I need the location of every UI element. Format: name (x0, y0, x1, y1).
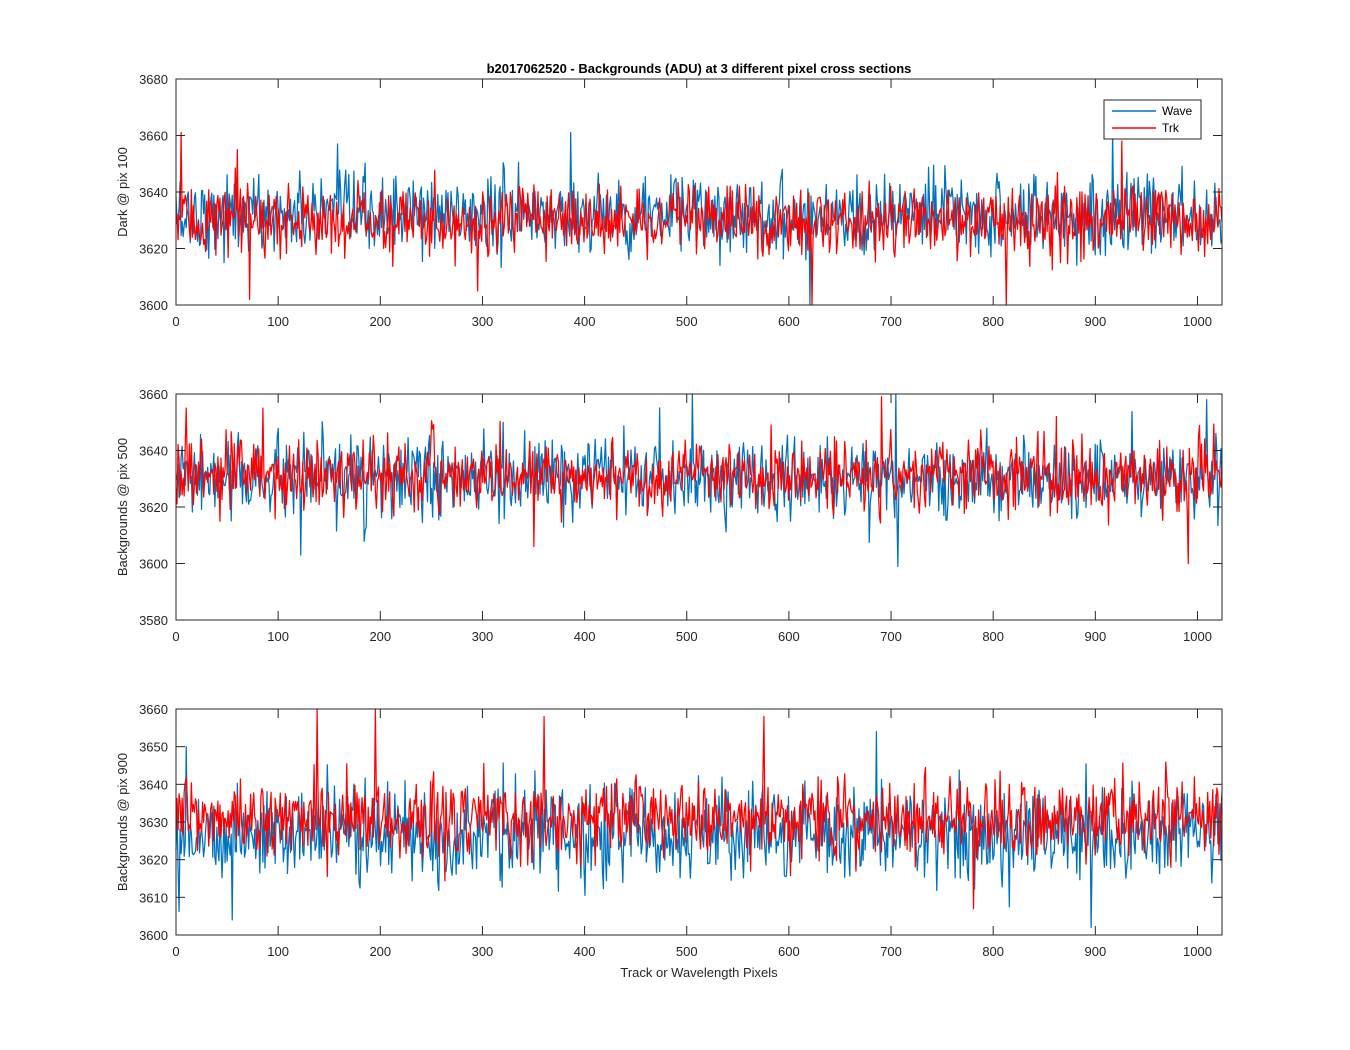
x-tick-label: 900 (1084, 629, 1106, 644)
x-tick-label: 600 (778, 314, 800, 329)
x-tick-label: 100 (267, 314, 289, 329)
panel-dark-pix-100: 0 100 200 300 400 500 600 700 800 900 1000 3600 3620… (115, 61, 1223, 329)
x-tick-label: 200 (369, 629, 391, 644)
x-tick-label: 400 (574, 629, 596, 644)
panel-backgrounds-pix-500: 0 100 200 300 400 500 600 700 800 900 1000 3580 3600… (115, 387, 1223, 644)
legend-trk-label: Trk (1162, 121, 1180, 135)
x-axis-label: Track or Wavelength Pixels (620, 965, 778, 980)
y-tick-label: 3660 (139, 387, 168, 402)
y-tick-label: 3660 (139, 702, 168, 717)
series-line-trk (175, 708, 1223, 910)
series-layer (175, 393, 1223, 567)
x-tick-label: 1000 (1183, 314, 1212, 329)
x-tick-label: 300 (472, 629, 494, 644)
x-tick-label: 800 (982, 314, 1004, 329)
y-tick-label: 3610 (139, 890, 168, 905)
x-tick-label: 0 (172, 944, 179, 959)
y-axis-label: Backgrounds @ pix 900 (115, 753, 130, 891)
y-tick-label: 3620 (139, 242, 168, 257)
x-tick-label: 600 (778, 629, 800, 644)
series-layer (175, 132, 1223, 306)
legend-box (1103, 99, 1202, 140)
x-tick-label: 500 (676, 944, 698, 959)
panel-backgrounds-pix-900: 0 100 200 300 400 500 600 700 800 900 1000 3600 3610… (115, 702, 1223, 980)
y-axis-label: Dark @ pix 100 (115, 147, 130, 237)
x-tick-label: 300 (472, 314, 494, 329)
y-tick-label: 3600 (139, 557, 168, 572)
y-tick-label: 3640 (139, 444, 168, 459)
y-tick-label: 3640 (139, 777, 168, 792)
x-tick-label: 700 (880, 944, 902, 959)
y-tick-label: 3660 (139, 129, 168, 144)
legend: Wave Trk (1103, 99, 1202, 140)
y-tick-label: 3580 (139, 613, 168, 628)
x-tick-label: 1000 (1183, 629, 1212, 644)
series-line-trk (175, 396, 1223, 565)
y-tick-label: 3650 (139, 740, 168, 755)
chart-title: b2017062520 - Backgrounds (ADU) at 3 dif… (487, 61, 912, 76)
x-tick-label: 300 (472, 944, 494, 959)
series-layer (175, 708, 1223, 929)
y-axis-label: Backgrounds @ pix 500 (115, 438, 130, 576)
y-tick-label: 3630 (139, 815, 168, 830)
x-tick-label: 900 (1084, 314, 1106, 329)
x-tick-label: 800 (982, 944, 1004, 959)
x-tick-label: 200 (369, 944, 391, 959)
x-tick-label: 900 (1084, 944, 1106, 959)
ticks-layer: 0 100 200 300 400 500 600 700 800 900 1000 3580 3600… (139, 387, 1222, 644)
x-tick-label: 0 (172, 629, 179, 644)
x-tick-label: 100 (267, 944, 289, 959)
x-tick-label: 400 (574, 944, 596, 959)
y-tick-label: 3620 (139, 853, 168, 868)
x-tick-label: 0 (172, 314, 179, 329)
ticks-layer: 0 100 200 300 400 500 600 700 800 900 1000 3600 3620… (139, 72, 1222, 329)
x-tick-label: 100 (267, 629, 289, 644)
x-tick-label: 800 (982, 629, 1004, 644)
x-tick-label: 400 (574, 314, 596, 329)
x-tick-label: 1000 (1183, 944, 1212, 959)
y-tick-label: 3600 (139, 298, 168, 313)
x-tick-label: 500 (676, 629, 698, 644)
x-tick-label: 700 (880, 314, 902, 329)
legend-wave-label: Wave (1162, 104, 1193, 118)
series-line-wave (175, 393, 1223, 567)
x-tick-label: 600 (778, 944, 800, 959)
series-line-trk (175, 132, 1223, 306)
y-tick-label: 3680 (139, 72, 168, 87)
y-tick-label: 3600 (139, 928, 168, 943)
plot-area (176, 394, 1222, 620)
y-tick-label: 3640 (139, 185, 168, 200)
y-tick-label: 3620 (139, 500, 168, 515)
x-tick-label: 200 (369, 314, 391, 329)
x-tick-label: 700 (880, 629, 902, 644)
ticks-layer: 0 100 200 300 400 500 600 700 800 900 1000 3600 3610… (139, 702, 1222, 959)
x-tick-label: 500 (676, 314, 698, 329)
